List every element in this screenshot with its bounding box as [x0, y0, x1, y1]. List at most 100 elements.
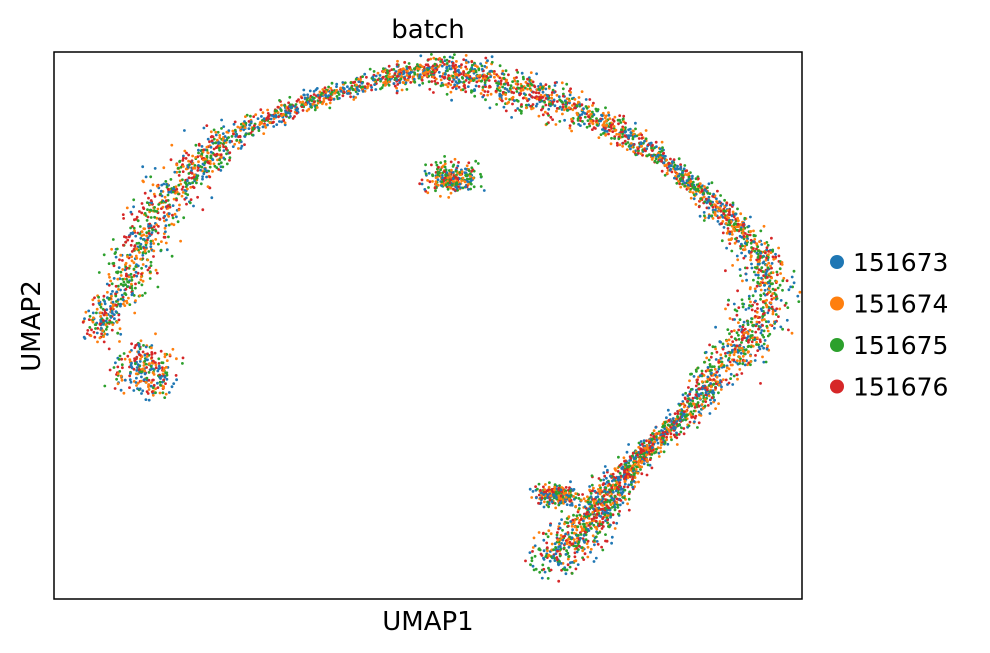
scatter-point	[631, 464, 635, 467]
scatter-point	[493, 70, 496, 73]
scatter-point	[157, 362, 161, 365]
scatter-point	[119, 297, 123, 301]
scatter-point	[406, 69, 409, 73]
scatter-point	[713, 367, 717, 371]
scatter-point	[231, 145, 235, 149]
scatter-point	[372, 70, 376, 73]
scatter-point	[140, 266, 144, 270]
scatter-point	[187, 159, 191, 163]
scatter-point	[170, 143, 174, 147]
scatter-point	[129, 243, 133, 247]
scatter-point	[636, 453, 639, 457]
scatter-point	[125, 266, 129, 270]
scatter-point	[557, 95, 561, 99]
scatter-point	[767, 253, 770, 256]
scatter-point	[734, 237, 737, 241]
scatter-point	[742, 320, 746, 324]
scatter-point	[149, 216, 153, 219]
scatter-point	[532, 536, 536, 540]
scatter-point	[316, 94, 320, 97]
scatter-point	[703, 214, 706, 218]
scatter-point	[630, 454, 634, 458]
scatter-point	[360, 81, 364, 85]
scatter-point	[458, 71, 461, 74]
scatter-point	[405, 74, 409, 77]
scatter-point	[547, 107, 551, 111]
scatter-point	[740, 372, 744, 375]
scatter-point	[631, 477, 634, 481]
scatter-point	[612, 127, 616, 130]
scatter-point	[733, 347, 737, 351]
scatter-point	[572, 513, 575, 517]
scatter-point	[107, 283, 111, 287]
scatter-point	[575, 514, 579, 518]
scatter-point	[710, 396, 714, 400]
scatter-point	[621, 117, 625, 121]
scatter-point	[552, 548, 555, 552]
scatter-point	[565, 97, 569, 101]
scatter-point	[560, 108, 564, 111]
scatter-point	[183, 149, 187, 153]
scatter-point	[175, 187, 179, 191]
scatter-point	[249, 120, 253, 124]
scatter-point	[149, 189, 153, 193]
scatter-point	[567, 524, 570, 528]
scatter-point	[520, 109, 523, 113]
scatter-point	[728, 232, 732, 236]
scatter-point	[665, 416, 668, 420]
scatter-point	[91, 311, 95, 315]
scatter-point	[288, 95, 292, 99]
scatter-point	[338, 96, 341, 100]
scatter-point	[446, 85, 450, 89]
scatter-point	[660, 159, 663, 163]
scatter-point	[577, 521, 581, 525]
scatter-point	[741, 244, 744, 248]
scatter-point	[617, 122, 620, 126]
scatter-point	[588, 485, 591, 488]
scatter-point	[650, 466, 654, 470]
scatter-point	[760, 344, 764, 348]
scatter-point	[101, 329, 104, 332]
scatter-point	[583, 115, 587, 119]
scatter-point	[197, 164, 200, 167]
scatter-point	[766, 344, 769, 348]
scatter-point	[573, 106, 576, 110]
scatter-point	[629, 142, 633, 145]
scatter-point	[588, 488, 591, 492]
scatter-point	[640, 133, 644, 137]
scatter-point	[754, 330, 758, 334]
scatter-point	[451, 61, 455, 65]
scatter-point	[418, 63, 422, 67]
scatter-point	[736, 351, 740, 354]
scatter-point	[677, 174, 681, 178]
scatter-point	[585, 106, 589, 110]
scatter-point	[499, 79, 503, 83]
scatter-point	[587, 122, 591, 126]
scatter-point	[407, 62, 411, 65]
scatter-point	[328, 101, 332, 105]
scatter-point	[164, 199, 168, 203]
scatter-point	[688, 402, 691, 406]
scatter-point	[110, 321, 114, 324]
scatter-point	[708, 365, 712, 368]
scatter-point	[728, 332, 731, 336]
scatter-point	[153, 215, 157, 219]
scatter-point	[777, 254, 781, 258]
scatter-point	[116, 298, 120, 302]
scatter-point	[112, 264, 116, 268]
scatter-point	[600, 545, 603, 549]
scatter-point	[679, 412, 683, 416]
scatter-point	[568, 99, 571, 103]
scatter-point	[681, 179, 684, 183]
scatter-point	[122, 283, 125, 287]
scatter-point	[621, 141, 625, 145]
scatter-point	[171, 204, 175, 208]
scatter-point	[441, 83, 445, 87]
scatter-point	[715, 375, 719, 379]
scatter-point	[740, 338, 744, 342]
scatter-point	[101, 322, 105, 326]
scatter-point	[501, 85, 504, 89]
scatter-point	[132, 267, 136, 271]
scatter-point	[457, 73, 461, 77]
scatter-point	[502, 82, 506, 86]
